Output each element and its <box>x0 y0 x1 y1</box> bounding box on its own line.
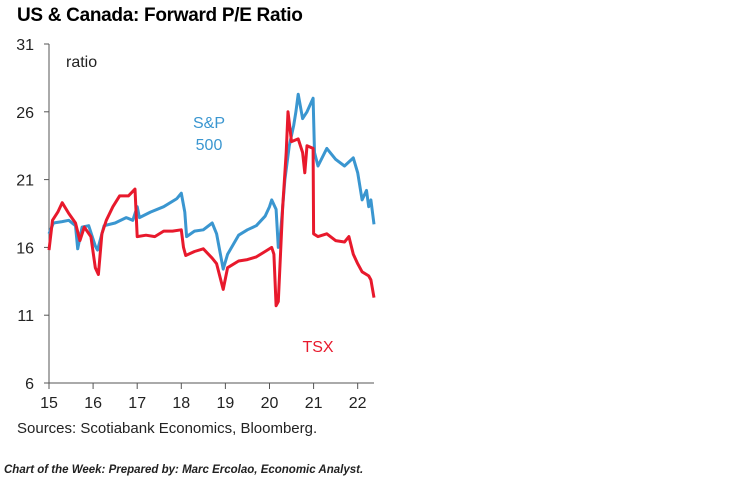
x-tick-label: 19 <box>216 395 234 412</box>
x-tick-label: 21 <box>305 395 323 412</box>
y-axis-label: ratio <box>66 54 97 71</box>
sources-note: Sources: Scotiabank Economics, Bloomberg… <box>17 420 318 437</box>
x-tick-label: 16 <box>84 395 102 412</box>
series-line-tsx <box>47 110 376 308</box>
x-tick-label: 20 <box>261 395 279 412</box>
x-tick-label: 22 <box>349 395 367 412</box>
y-tick-label: 26 <box>16 105 34 122</box>
series-label-sp500: S&P <box>193 115 225 132</box>
y-tick-label: 6 <box>25 376 34 393</box>
x-tick-label: 17 <box>128 395 146 412</box>
y-tick-label: 21 <box>16 173 34 190</box>
series-label-sp500: 500 <box>196 137 223 154</box>
x-tick-label: 18 <box>172 395 190 412</box>
y-tick-label: 11 <box>17 308 34 325</box>
x-tick-label: 15 <box>40 395 58 412</box>
y-tick-label: 16 <box>16 240 34 257</box>
y-tick-label: 31 <box>16 37 34 54</box>
chart-title: US & Canada: Forward P/E Ratio <box>17 5 303 26</box>
series-label-tsx: TSX <box>302 339 333 356</box>
footer-credit: Chart of the Week: Prepared by: Marc Erc… <box>4 464 364 476</box>
